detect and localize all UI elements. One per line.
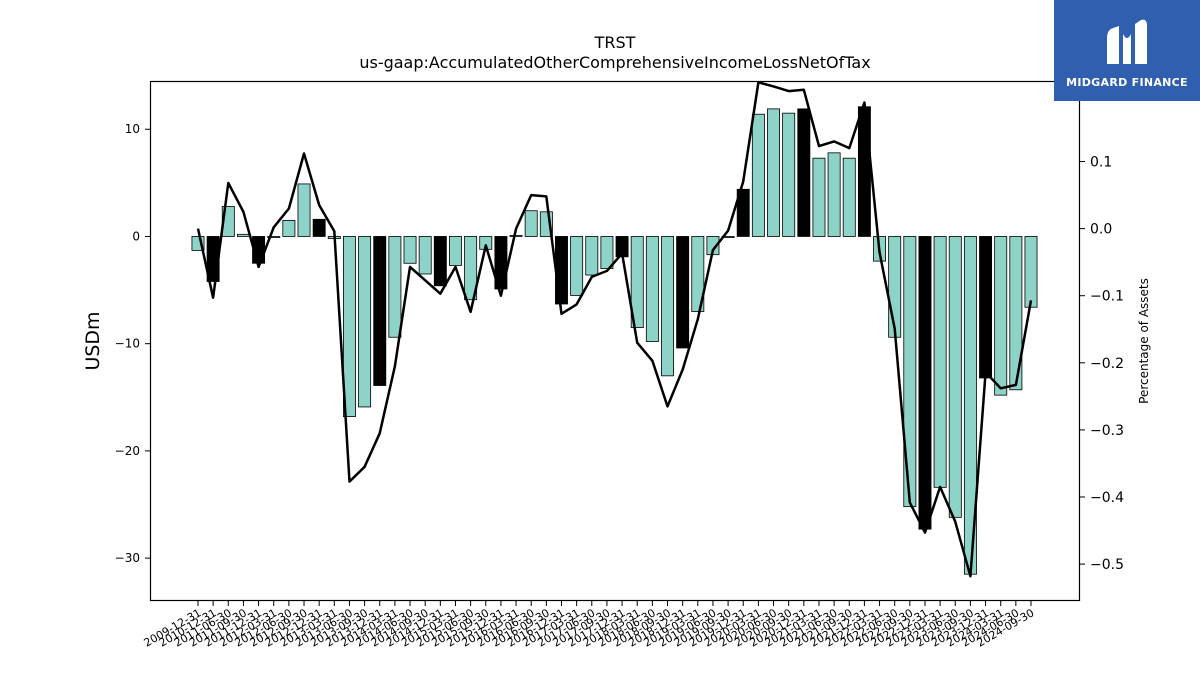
- bar: [1009, 236, 1023, 391]
- bar: [1024, 236, 1038, 308]
- y2-tick-label: −0.3: [1090, 423, 1124, 439]
- bar: [312, 218, 326, 237]
- series-line-percentage-of-assets: [196, 81, 1033, 578]
- bar: [494, 236, 508, 290]
- bar: [555, 236, 568, 305]
- bar: [388, 236, 402, 338]
- bar: [524, 210, 538, 237]
- bar: [297, 183, 311, 237]
- y-tick-label: 10: [125, 122, 140, 136]
- chart-title: TRST: [594, 33, 636, 52]
- bar: [767, 108, 780, 237]
- y2-tick-label: −0.1: [1090, 289, 1124, 305]
- bar: [979, 236, 993, 379]
- bar: [403, 236, 417, 264]
- bar: [570, 236, 584, 296]
- bar: [236, 233, 250, 237]
- bar: [736, 188, 750, 237]
- bar: [994, 236, 1008, 396]
- bar: [600, 236, 614, 270]
- bar: [691, 236, 705, 312]
- bar: [267, 236, 281, 238]
- bar: [918, 236, 932, 530]
- y-tick-label: −30: [115, 551, 140, 565]
- bar: [827, 152, 841, 237]
- bar: [797, 108, 811, 237]
- y2-tick-label: −0.2: [1090, 356, 1124, 372]
- midgard-finance-logo: MIDGARD FINANCE: [1054, 0, 1200, 101]
- bar: [509, 234, 523, 237]
- bar: [645, 236, 659, 342]
- chart-subtitle: us-gaap:AccumulatedOtherComprehensiveInc…: [359, 53, 870, 72]
- bar: [418, 236, 432, 275]
- bar: [903, 236, 917, 508]
- bar: [933, 236, 947, 488]
- bar: [358, 236, 372, 408]
- bar: [948, 236, 962, 518]
- bar: [373, 236, 387, 386]
- y2-axis-label: Percentage of Assets: [1137, 278, 1151, 404]
- y2-tick-label: −0.5: [1090, 557, 1124, 573]
- bar: [342, 236, 356, 417]
- bar: [661, 236, 674, 377]
- bar: [585, 236, 599, 276]
- bar: [282, 219, 296, 237]
- logo-text: MIDGARD FINANCE: [1066, 76, 1188, 89]
- line-layer: [196, 81, 1033, 578]
- y2-tick-label: 0.1: [1090, 155, 1112, 171]
- bar: [812, 157, 826, 237]
- y2-tick-label: −0.4: [1090, 490, 1124, 506]
- bars-layer: [191, 106, 1038, 575]
- bar: [888, 236, 902, 338]
- y-tick-label: −10: [115, 337, 140, 351]
- y-tick-label: 0: [132, 229, 140, 243]
- bar: [751, 113, 765, 237]
- y2-tick-label: 0.0: [1090, 222, 1112, 238]
- bar: [433, 236, 447, 287]
- bar: [630, 236, 644, 328]
- bar: [842, 157, 856, 237]
- bar: [857, 106, 871, 237]
- plot-frame: [149, 80, 1081, 602]
- y-tick-label: −20: [115, 444, 140, 458]
- axes-layer: 100−10−20−300.20.10.0−0.1−0.2−0.3−0.4−0.…: [115, 87, 1124, 649]
- y-axis-label: USDm: [82, 311, 104, 370]
- bar: [676, 236, 690, 349]
- logo-mark-icon: [1107, 19, 1147, 65]
- bar: [464, 236, 478, 301]
- bar: [449, 236, 462, 266]
- bar: [782, 112, 796, 237]
